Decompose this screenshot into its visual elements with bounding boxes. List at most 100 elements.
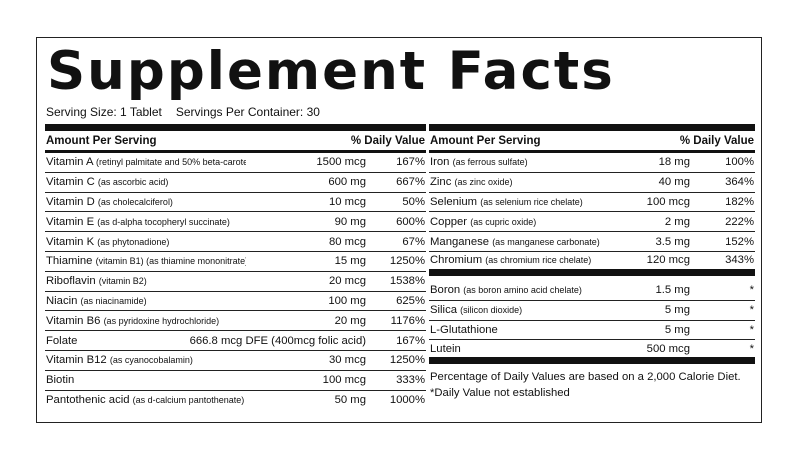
nutrient-source-note: (as ferrous sulfate) — [452, 157, 528, 168]
nutrient-amount: 1.5 mg — [655, 284, 690, 297]
panel-title: Supplement Facts — [47, 41, 615, 102]
nutrient-row: Vitamin B6 (as pyridoxine hydrochloride)… — [45, 311, 426, 332]
nutrient-label: Vitamin B6 — [46, 314, 101, 327]
supplement-facts-panel: Supplement Facts Serving Size: 1 Tablet S… — [36, 37, 762, 423]
nutrient-name: Lutein — [429, 343, 610, 355]
nutrient-label: Vitamin K — [46, 235, 95, 248]
nutrient-row: Selenium (as selenium rice chelate) 100 m… — [429, 193, 755, 213]
nutrient-daily-value: 667% — [396, 176, 425, 189]
nutrient-label: Zinc — [430, 176, 452, 189]
other-ingredient-list: Boron (as boron amino acid chelate) 1.5 m… — [429, 281, 755, 365]
left-nutrient-list: Vitamin A (retinyl palmitate and 50% bet… — [45, 153, 426, 410]
daily-value-header: % Daily Value — [350, 134, 425, 147]
nutrient-daily-value: 364% — [725, 176, 754, 189]
nutrient-row: Biotin 100 mcg 333% — [45, 371, 426, 391]
nutrient-source-note: (as manganese carbonate) — [492, 236, 600, 247]
nutrient-source-note: (as d-calcium pantothenate) — [132, 395, 245, 406]
nutrient-amount: 30 mcg — [328, 354, 366, 367]
nutrient-daily-value: 222% — [725, 215, 754, 228]
nutrient-amount: 20 mcg — [328, 275, 366, 288]
nutrient-row: Copper (as cupric oxide) 2 mg 222% — [429, 212, 755, 233]
serving-info: Serving Size: 1 Tablet Servings Per Conta… — [46, 105, 320, 119]
nutrient-daily-value: 50% — [402, 195, 425, 208]
nutrient-label: Silica — [430, 304, 457, 317]
nutrient-amount: 20 mg — [334, 314, 366, 327]
nutrient-row: L-Glutathione 5 mg * — [429, 321, 755, 341]
nutrient-source-note: (as selenium rice chelate) — [480, 196, 583, 207]
nutrient-label: Iron — [430, 156, 450, 169]
nutrient-amount: 500 mcg — [646, 342, 690, 355]
nutrient-amount: 120 mcg — [646, 254, 690, 267]
daily-value-footnote: Percentage of Daily Values are based on … — [430, 371, 741, 384]
nutrient-daily-value: 1538% — [389, 275, 425, 288]
nutrient-source-note: (as zinc oxide) — [454, 177, 513, 188]
nutrient-daily-value: 100% — [725, 156, 754, 169]
nutrient-daily-value: 343% — [725, 254, 754, 267]
nutrient-row: Niacin (as niacinamide) 100 mg 625% — [45, 292, 426, 312]
nutrient-row: Manganese (as manganese carbonate) 3.5 mg… — [429, 232, 755, 252]
nutrient-label: Vitamin D — [46, 195, 95, 208]
nutrient-daily-value: 600% — [396, 215, 425, 228]
not-established-footnote: *Daily Value not established — [430, 387, 570, 400]
amount-per-serving-header: Amount Per Serving — [430, 134, 541, 147]
nutrient-name: L-Glutathione — [429, 324, 610, 336]
nutrient-row: Riboflavin (vitamin B2) 20 mcg 1538% — [45, 272, 426, 292]
nutrient-label: Thiamine — [46, 255, 93, 268]
nutrient-row: Folate 666.8 mcg DFE (400mcg folic acid) 1… — [45, 331, 426, 351]
nutrient-row: Vitamin A (retinyl palmitate and 50% bet… — [45, 153, 426, 173]
left-column-header: Amount Per Serving % Daily Value — [45, 131, 426, 153]
nutrient-source-note: (as cholecalciferol) — [97, 196, 173, 207]
nutrient-row: Boron (as boron amino acid chelate) 1.5 m… — [429, 281, 755, 301]
nutrient-amount: 5 mg — [664, 304, 690, 317]
nutrient-label: Vitamin B12 — [46, 354, 107, 367]
nutrient-label: L-Glutathione — [430, 323, 498, 336]
nutrient-daily-value: 182% — [725, 195, 754, 208]
nutrient-source-note: (as pyridoxine hydrochloride) — [103, 315, 220, 326]
nutrient-source-note: (as phytonadione) — [97, 236, 170, 247]
serving-size: Serving Size: 1 Tablet — [46, 105, 162, 119]
left-nutrient-column: Amount Per Serving % Daily Value Vitamin… — [45, 124, 426, 410]
nutrient-name: Vitamin D (as cholecalciferol) — [45, 196, 246, 208]
nutrient-name: Copper (as cupric oxide) — [429, 216, 610, 228]
nutrient-row: Vitamin C (as ascorbic acid) 600 mg 667% — [45, 173, 426, 193]
nutrient-label: Copper — [430, 215, 468, 228]
nutrient-amount: 100 mcg — [646, 195, 690, 208]
nutrient-name: Niacin (as niacinamide) — [45, 295, 246, 307]
nutrient-source-note: (retinyl palmitate and 50% beta-carotene… — [96, 157, 246, 168]
nutrient-amount: 5 mg — [664, 323, 690, 336]
nutrient-name: Vitamin E (as d-alpha tocopheryl succina… — [45, 216, 246, 228]
nutrient-name: Vitamin B12 (as cyanocobalamin) — [45, 354, 246, 366]
nutrient-daily-value: 1250% — [389, 255, 425, 268]
nutrient-name: Biotin — [45, 374, 246, 386]
nutrient-daily-value: 1000% — [389, 394, 425, 407]
amount-per-serving-header: Amount Per Serving — [46, 134, 157, 147]
nutrient-label: Manganese — [430, 235, 490, 248]
nutrient-daily-value: 333% — [396, 374, 425, 387]
nutrient-label: Folate — [46, 334, 78, 347]
nutrient-row: Chromium (as chromium rice chelate) 120 m… — [429, 252, 755, 276]
nutrient-amount: 3.5 mg — [655, 235, 690, 248]
nutrient-label: Lutein — [430, 342, 461, 355]
nutrient-name: Vitamin B6 (as pyridoxine hydrochloride) — [45, 315, 246, 327]
nutrient-amount: 10 mcg — [328, 195, 366, 208]
nutrient-name: Vitamin C (as ascorbic acid) — [45, 176, 246, 188]
nutrient-label: Selenium — [430, 195, 478, 208]
nutrient-label: Niacin — [46, 294, 78, 307]
nutrient-row: Vitamin B12 (as cyanocobalamin) 30 mcg 125… — [45, 351, 426, 371]
nutrient-row: Vitamin E (as d-alpha tocopheryl succina… — [45, 212, 426, 233]
nutrient-name: Thiamine (vitamin B1) (as thiamine monon… — [45, 255, 246, 267]
nutrient-amount: 1500 mcg — [316, 156, 366, 169]
nutrient-row: Zinc (as zinc oxide) 40 mg 364% — [429, 173, 755, 193]
nutrient-row: Pantothenic acid (as d-calcium pantothen… — [45, 391, 426, 411]
nutrient-label: Biotin — [46, 374, 75, 387]
nutrient-name: Chromium (as chromium rice chelate) — [429, 254, 610, 266]
nutrient-label: Pantothenic acid — [46, 394, 130, 407]
nutrient-amount: 50 mg — [334, 394, 366, 407]
nutrient-label: Chromium — [430, 254, 483, 267]
right-column-header: Amount Per Serving % Daily Value — [429, 131, 755, 153]
mineral-list: Iron (as ferrous sulfate) 18 mg 100% Zinc (… — [429, 153, 755, 276]
nutrient-label: Vitamin E — [46, 215, 95, 228]
nutrient-daily-value: 167% — [396, 334, 425, 347]
nutrient-row: Vitamin D (as cholecalciferol) 10 mcg 50% — [45, 193, 426, 213]
nutrient-daily-value: 152% — [725, 235, 754, 248]
